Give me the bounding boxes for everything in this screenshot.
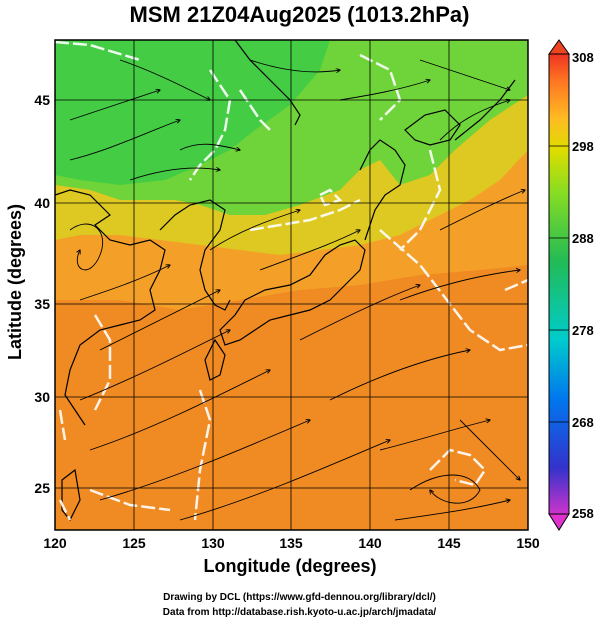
y-axis: 25 30 35 40 45 (34, 92, 50, 496)
x-tick-label: 135 (279, 535, 303, 551)
colorbar: 308 298 288 278 268 258 (548, 39, 594, 531)
grid (55, 40, 528, 530)
y-tick-label: 35 (34, 296, 50, 312)
isotherm-contours (55, 40, 528, 521)
x-tick-label: 150 (516, 535, 540, 551)
y-axis-title: Latitude (degrees) (5, 203, 25, 361)
y-tick-label: 45 (34, 92, 50, 108)
x-tick-label: 125 (122, 535, 146, 551)
x-axis-title: Longitude (degrees) (203, 556, 377, 576)
x-tick-label: 140 (358, 535, 382, 551)
colorbar-tick-label: 288 (572, 231, 594, 246)
x-tick-label: 145 (437, 535, 461, 551)
plot-frame (54, 39, 529, 531)
drawing-credit: Drawing by DCL (https://www.gfd-dennou.o… (163, 592, 436, 603)
data-credit: Data from http://database.rish.kyoto-u.a… (162, 607, 437, 618)
y-tick-label: 40 (34, 195, 50, 211)
x-tick-label: 130 (201, 535, 225, 551)
colorbar-tick-label: 268 (572, 415, 594, 430)
colorbar-tick-label: 258 (572, 506, 594, 521)
transition-band (55, 95, 528, 255)
colorbar-tick-label: 298 (572, 139, 594, 154)
colorbar-tick-label: 278 (572, 323, 594, 338)
y-tick-label: 30 (34, 389, 50, 405)
warm-region (55, 265, 528, 530)
x-axis: 120 125 130 135 140 145 150 (43, 535, 540, 551)
map-title: MSM 21Z04Aug2025 (1013.2hPa) (129, 2, 470, 27)
colorbar-tick-label: 308 (572, 50, 594, 65)
y-tick-label: 25 (34, 480, 50, 496)
x-tick-label: 120 (43, 535, 67, 551)
cool-region-inner (55, 40, 330, 185)
